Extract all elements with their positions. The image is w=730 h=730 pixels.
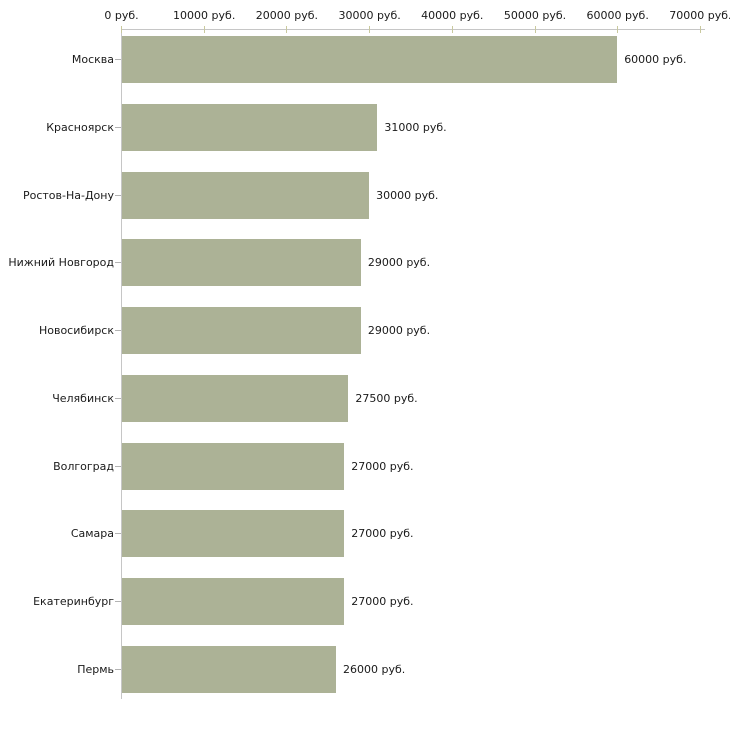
bar: [122, 171, 370, 219]
x-tick-label: 50000 руб.: [503, 9, 567, 22]
category-label: Ростов-На-Дону: [22, 188, 114, 202]
bar: [122, 36, 618, 83]
bar: [122, 374, 349, 422]
category-tick-mark: [115, 601, 121, 602]
category-label: Волгоград: [53, 459, 114, 473]
x-tick-mark: [286, 26, 288, 33]
category-label: Екатеринбург: [33, 595, 114, 608]
value-label: 27000 руб.: [351, 459, 414, 473]
bar: [122, 442, 345, 490]
x-tick-mark: [534, 26, 536, 33]
category-tick-mark: [115, 194, 121, 196]
category-tick-mark: [115, 465, 121, 467]
category-label: Москва: [71, 53, 114, 66]
x-tick-label: 10000 руб.: [173, 9, 236, 22]
x-tick-mark: [121, 26, 122, 33]
x-axis-line: [121, 29, 705, 30]
value-label: 27000 руб.: [351, 527, 414, 541]
value-label: 31000 руб.: [384, 120, 447, 134]
value-label: 60000 руб.: [624, 53, 687, 66]
x-tick-mark: [617, 26, 619, 33]
category-label: Самара: [70, 527, 114, 541]
value-label: 29000 руб.: [367, 256, 431, 270]
category-tick-mark: [115, 59, 121, 60]
category-tick-mark: [115, 262, 121, 264]
bar: [122, 239, 361, 287]
bar: [122, 510, 345, 558]
x-tick-mark: [203, 26, 205, 33]
value-label: 26000 руб.: [343, 662, 406, 676]
bar: [122, 103, 378, 151]
category-label: Новосибирск: [38, 324, 114, 337]
category-tick-mark: [115, 397, 121, 399]
category-tick-mark: [115, 330, 121, 331]
x-tick-mark: [369, 26, 371, 33]
x-tick-label: 60000 руб.: [586, 9, 649, 22]
value-label: 27000 руб.: [351, 595, 414, 608]
category-label: Нижний Новгород: [8, 256, 114, 270]
bar: [122, 307, 361, 354]
x-tick-label: 30000 руб.: [338, 9, 401, 22]
category-label: Челябинск: [52, 391, 114, 405]
category-tick-mark: [115, 668, 121, 670]
bar: [122, 645, 337, 693]
x-tick-mark: [451, 26, 453, 33]
x-tick-label: 20000 руб.: [255, 9, 319, 22]
category-label: Красноярск: [46, 120, 114, 134]
category-tick-mark: [115, 126, 121, 128]
value-label: 29000 руб.: [367, 324, 431, 337]
value-label: 30000 руб.: [376, 188, 439, 202]
value-label: 27500 руб.: [355, 391, 418, 405]
y-axis-line: [121, 29, 122, 699]
bar: [122, 578, 345, 625]
category-label: Пермь: [77, 662, 114, 676]
x-tick-mark: [699, 26, 701, 33]
x-tick-label: 40000 руб.: [421, 9, 484, 22]
category-tick-mark: [115, 533, 121, 535]
x-tick-label: 0 руб.: [104, 9, 139, 22]
x-tick-label: 70000 руб.: [669, 9, 730, 22]
